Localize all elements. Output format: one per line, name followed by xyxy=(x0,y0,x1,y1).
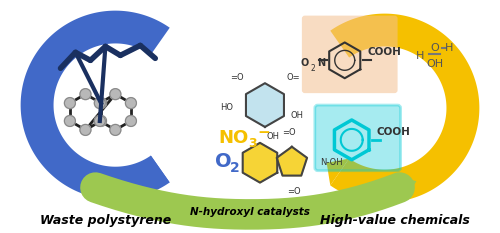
Circle shape xyxy=(94,98,106,109)
Circle shape xyxy=(96,98,106,109)
Text: =O: =O xyxy=(282,128,296,137)
Polygon shape xyxy=(246,83,284,127)
Text: 2: 2 xyxy=(310,64,315,73)
Polygon shape xyxy=(147,156,170,182)
Text: COOH: COOH xyxy=(368,47,402,57)
Polygon shape xyxy=(276,147,307,176)
Circle shape xyxy=(94,116,106,127)
Circle shape xyxy=(80,124,91,135)
Circle shape xyxy=(64,116,76,127)
Text: OH: OH xyxy=(290,110,304,120)
Text: High-value chemicals: High-value chemicals xyxy=(320,214,470,227)
Text: OH: OH xyxy=(426,59,443,69)
Text: HO: HO xyxy=(220,103,234,112)
Text: =O: =O xyxy=(287,187,300,196)
Text: O=: O= xyxy=(286,73,300,82)
Text: −: − xyxy=(257,125,270,140)
Text: NO: NO xyxy=(218,129,248,147)
Text: H: H xyxy=(446,43,454,53)
Text: N-OH: N-OH xyxy=(320,158,342,167)
Text: N-hydroxyl catalysts: N-hydroxyl catalysts xyxy=(190,207,310,217)
Polygon shape xyxy=(394,175,416,201)
Text: O: O xyxy=(300,58,309,68)
Text: O: O xyxy=(430,43,439,53)
Text: 3: 3 xyxy=(248,137,256,150)
FancyBboxPatch shape xyxy=(315,105,400,171)
Polygon shape xyxy=(330,14,480,202)
Circle shape xyxy=(110,89,121,99)
Polygon shape xyxy=(326,158,349,185)
Text: OH: OH xyxy=(266,132,280,141)
Text: N: N xyxy=(316,58,325,68)
Text: H: H xyxy=(416,51,424,61)
Circle shape xyxy=(126,98,136,109)
Text: =O: =O xyxy=(230,73,244,82)
Text: O: O xyxy=(215,152,232,171)
Circle shape xyxy=(64,98,76,109)
Circle shape xyxy=(80,89,91,99)
Circle shape xyxy=(96,116,106,127)
Polygon shape xyxy=(20,11,170,199)
FancyBboxPatch shape xyxy=(302,16,398,93)
Text: Waste polystyrene: Waste polystyrene xyxy=(40,214,171,227)
Circle shape xyxy=(126,116,136,127)
Circle shape xyxy=(110,124,121,135)
Text: 2: 2 xyxy=(230,161,240,175)
Polygon shape xyxy=(242,143,277,183)
Text: COOH: COOH xyxy=(376,127,410,137)
